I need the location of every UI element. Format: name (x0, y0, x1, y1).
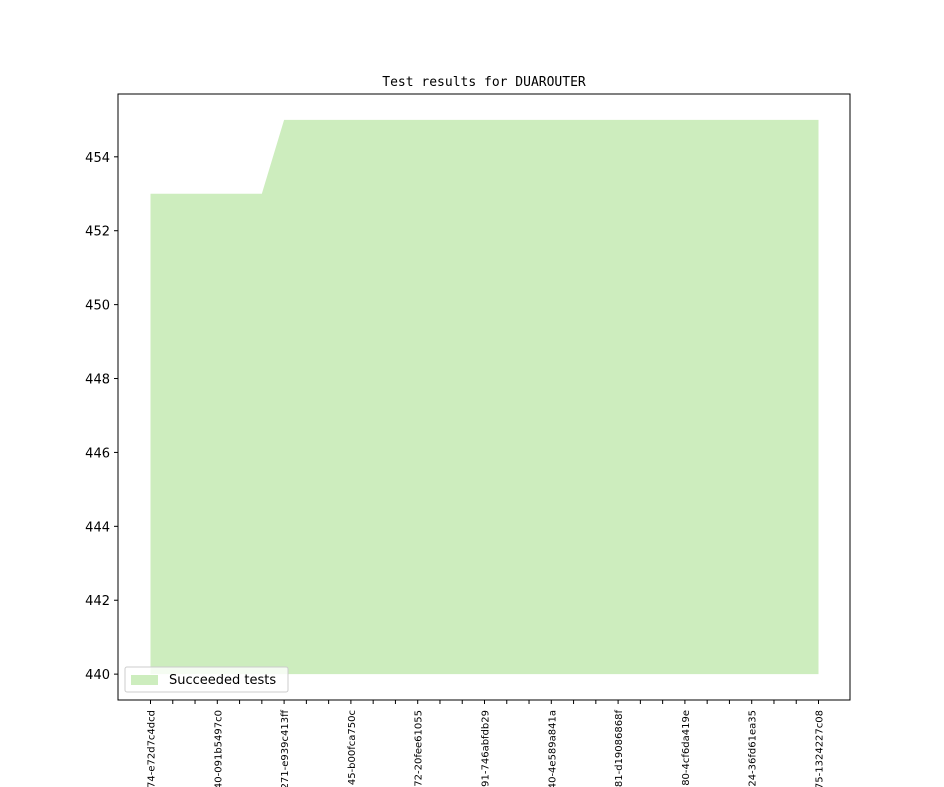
y-tick-label: 450 (85, 299, 110, 314)
x-tick-label: 271-e939c413ff (280, 709, 291, 787)
x-tick-label: 74-e72d7c4dcd (147, 710, 158, 787)
plot-area (150, 119, 819, 675)
x-tick-label: 75-1324227c08 (815, 710, 826, 787)
legend: Succeeded tests (124, 666, 289, 693)
chart-title: Test results for DUAROUTER (382, 75, 586, 90)
y-tick-label: 448 (85, 373, 110, 388)
x-tick-label: 81-d19086868f (614, 710, 625, 787)
x-tick-label: 45-b00fca750c (347, 710, 358, 785)
y-tick-label: 444 (85, 520, 110, 535)
y-tick-label: 440 (85, 668, 110, 683)
legend-swatch (131, 675, 158, 685)
y-tick-label: 454 (85, 151, 110, 166)
x-tick-label: 40-4e589a841a (547, 710, 558, 787)
x-tick-label: 24-36fd61ea35 (748, 710, 759, 787)
y-tick-label: 442 (85, 594, 110, 609)
y-tick-label: 446 (85, 446, 110, 461)
legend-label: Succeeded tests (169, 673, 276, 688)
legend-box (124, 666, 289, 693)
x-tick-label: 91-746abfdb29 (481, 710, 492, 787)
area-series-succeeded-tests (150, 119, 819, 675)
y-tick-label: 452 (85, 225, 110, 240)
x-tick-label: 80-4cf6da419e (681, 710, 692, 786)
x-tick-label: 40-091b5497c0 (213, 710, 224, 787)
axes: 440 442 444 446 448 450 452 454 74-e72d7c4dcd 40-… (85, 93, 851, 787)
x-tick-label: 72-20fee61055 (414, 710, 425, 787)
